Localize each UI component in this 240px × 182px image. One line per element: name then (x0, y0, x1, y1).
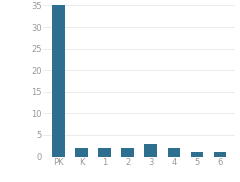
Bar (52, 5, 65, 157)
Bar (98, 148, 111, 157)
Bar (144, 144, 157, 157)
Bar (214, 152, 227, 157)
Bar (121, 148, 134, 157)
Bar (168, 148, 180, 157)
Bar (191, 152, 203, 157)
Bar (75, 148, 88, 157)
